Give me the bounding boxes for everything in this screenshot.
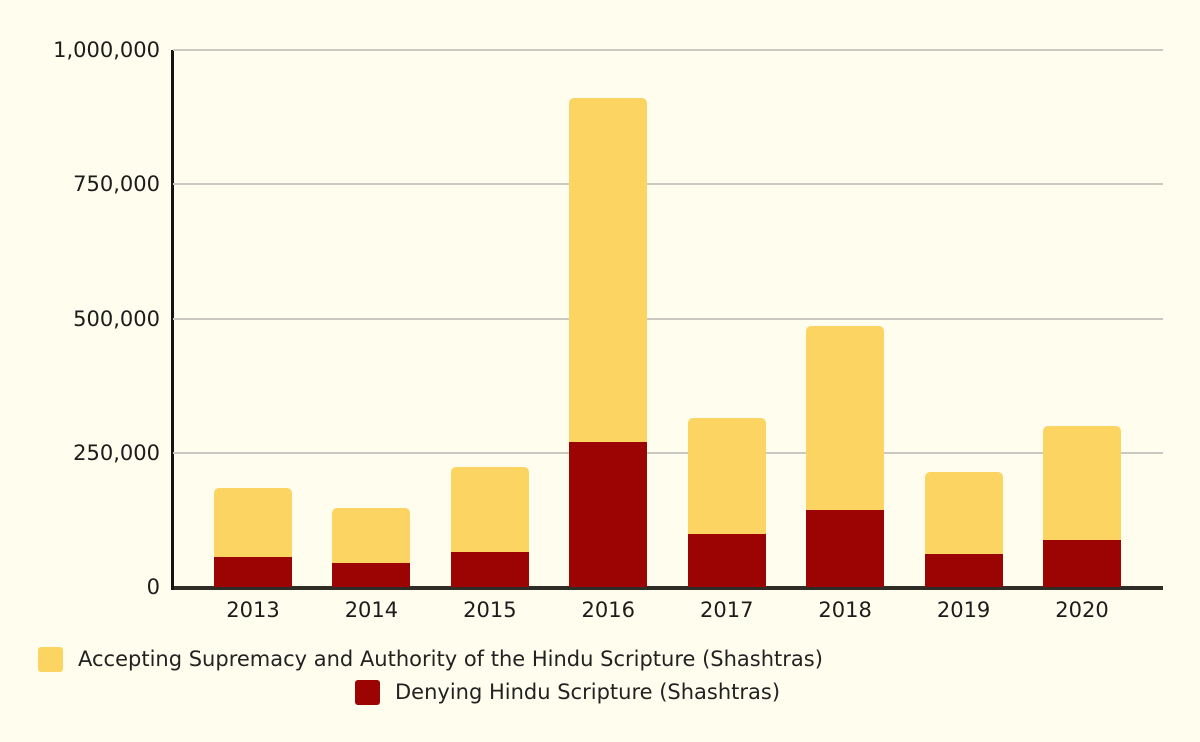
bar-segment-denying-2014[interactable] <box>332 563 411 587</box>
y-tick-label: 250,000 <box>73 440 160 465</box>
y-tick-label: 750,000 <box>73 172 160 197</box>
bar-segment-accepting-2015[interactable] <box>450 466 529 552</box>
bar-2019[interactable] <box>924 472 1003 587</box>
x-tick-label-2014: 2014 <box>344 598 399 622</box>
bar-segment-accepting-2019[interactable] <box>924 472 1003 554</box>
legend-label-accepting: Accepting Supremacy and Authority of the… <box>78 647 823 671</box>
y-tick-label: 500,000 <box>73 306 160 331</box>
legend-item-accepting[interactable]: Accepting Supremacy and Authority of the… <box>38 645 823 673</box>
bar-segment-accepting-2017[interactable] <box>687 417 766 535</box>
bar-segment-denying-2019[interactable] <box>924 553 1003 587</box>
y-axis-line <box>171 50 174 590</box>
x-tick-label-2015: 2015 <box>463 598 517 622</box>
bar-segment-accepting-2013[interactable] <box>214 487 292 558</box>
bar-2018[interactable] <box>806 326 885 587</box>
bar-segment-accepting-2014[interactable] <box>332 508 411 564</box>
legend-swatch-accepting-icon <box>38 646 63 672</box>
y-tick-label: 0 <box>146 575 160 599</box>
bar-segment-denying-2015[interactable] <box>450 551 529 587</box>
bar-segment-accepting-2020[interactable] <box>1043 426 1121 540</box>
bar-segment-denying-2013[interactable] <box>214 557 292 587</box>
bar-2014[interactable] <box>332 508 411 587</box>
gridline <box>173 451 1163 454</box>
gridline <box>173 317 1163 320</box>
x-tick-label-2017: 2017 <box>699 598 754 622</box>
bar-segment-accepting-2018[interactable] <box>806 326 885 510</box>
bar-segment-denying-2018[interactable] <box>806 509 885 587</box>
legend-label-denying: Denying Hindu Scripture (Shashtras) <box>395 680 781 704</box>
x-axis-line <box>171 586 1163 590</box>
plot-area <box>173 49 1163 587</box>
gridline <box>173 183 1163 186</box>
x-tick-label-2016: 2016 <box>581 598 635 622</box>
bar-segment-denying-2017[interactable] <box>687 534 766 587</box>
x-tick-label-2020: 2020 <box>1055 598 1109 622</box>
bar-2015[interactable] <box>450 466 529 587</box>
bar-2016[interactable] <box>569 98 648 587</box>
x-tick-label-2019: 2019 <box>936 598 991 622</box>
x-tick-label-2018: 2018 <box>818 598 872 622</box>
gridline <box>173 49 1163 51</box>
legend-item-denying[interactable]: Denying Hindu Scripture (Shashtras) <box>355 678 780 706</box>
y-tick-label: 1,000,000 <box>53 38 160 62</box>
bar-2017[interactable] <box>687 417 766 587</box>
x-tick-label-2013: 2013 <box>226 598 280 622</box>
bar-2020[interactable] <box>1043 426 1121 587</box>
bar-2013[interactable] <box>214 487 292 587</box>
legend-swatch-denying-icon <box>355 679 380 705</box>
bar-segment-denying-2020[interactable] <box>1043 539 1121 587</box>
bar-segment-denying-2016[interactable] <box>569 442 648 587</box>
bar-segment-accepting-2016[interactable] <box>569 98 648 443</box>
